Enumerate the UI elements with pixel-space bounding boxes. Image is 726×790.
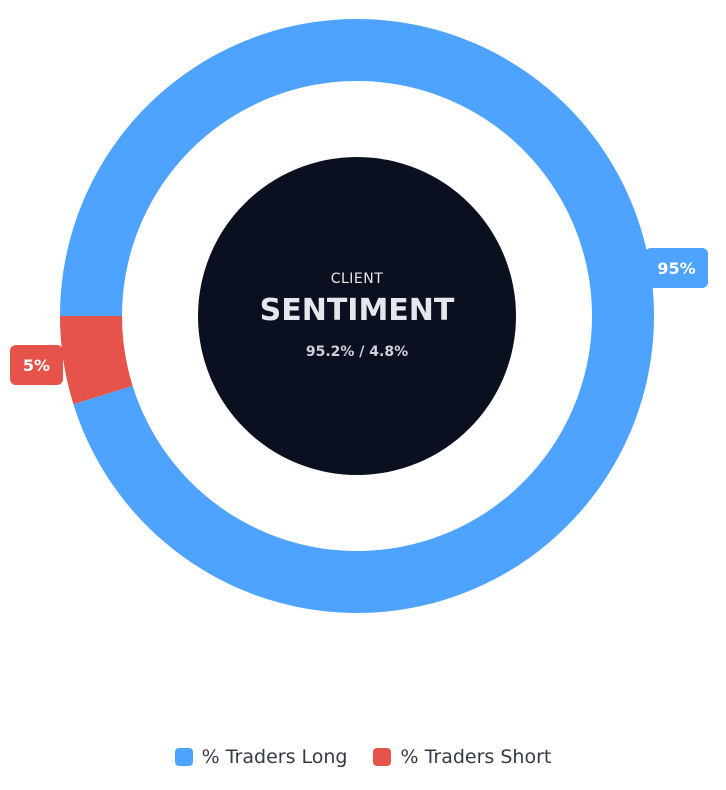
legend-swatch-long xyxy=(174,748,193,766)
legend-item-long[interactable]: % Traders Long xyxy=(174,746,348,768)
data-label-short: 5% xyxy=(10,345,63,385)
center-line-3: 95.2% / 4.8% xyxy=(305,343,409,360)
center-label: CLIENT SENTIMENT 95.2% / 4.8% xyxy=(198,158,516,476)
legend-item-short[interactable]: % Traders Short xyxy=(373,746,551,768)
data-label-long: 95% xyxy=(645,248,708,288)
slice-short[interactable] xyxy=(60,316,133,405)
legend: % Traders Long % Traders Short xyxy=(0,746,726,768)
center-circle xyxy=(198,157,516,475)
legend-label-long: % Traders Long xyxy=(201,746,348,768)
center-line-1: CLIENT xyxy=(330,270,384,287)
legend-label-short: % Traders Short xyxy=(400,746,552,768)
legend-swatch-short xyxy=(373,748,392,766)
center-line-2: SENTIMENT xyxy=(259,292,455,328)
